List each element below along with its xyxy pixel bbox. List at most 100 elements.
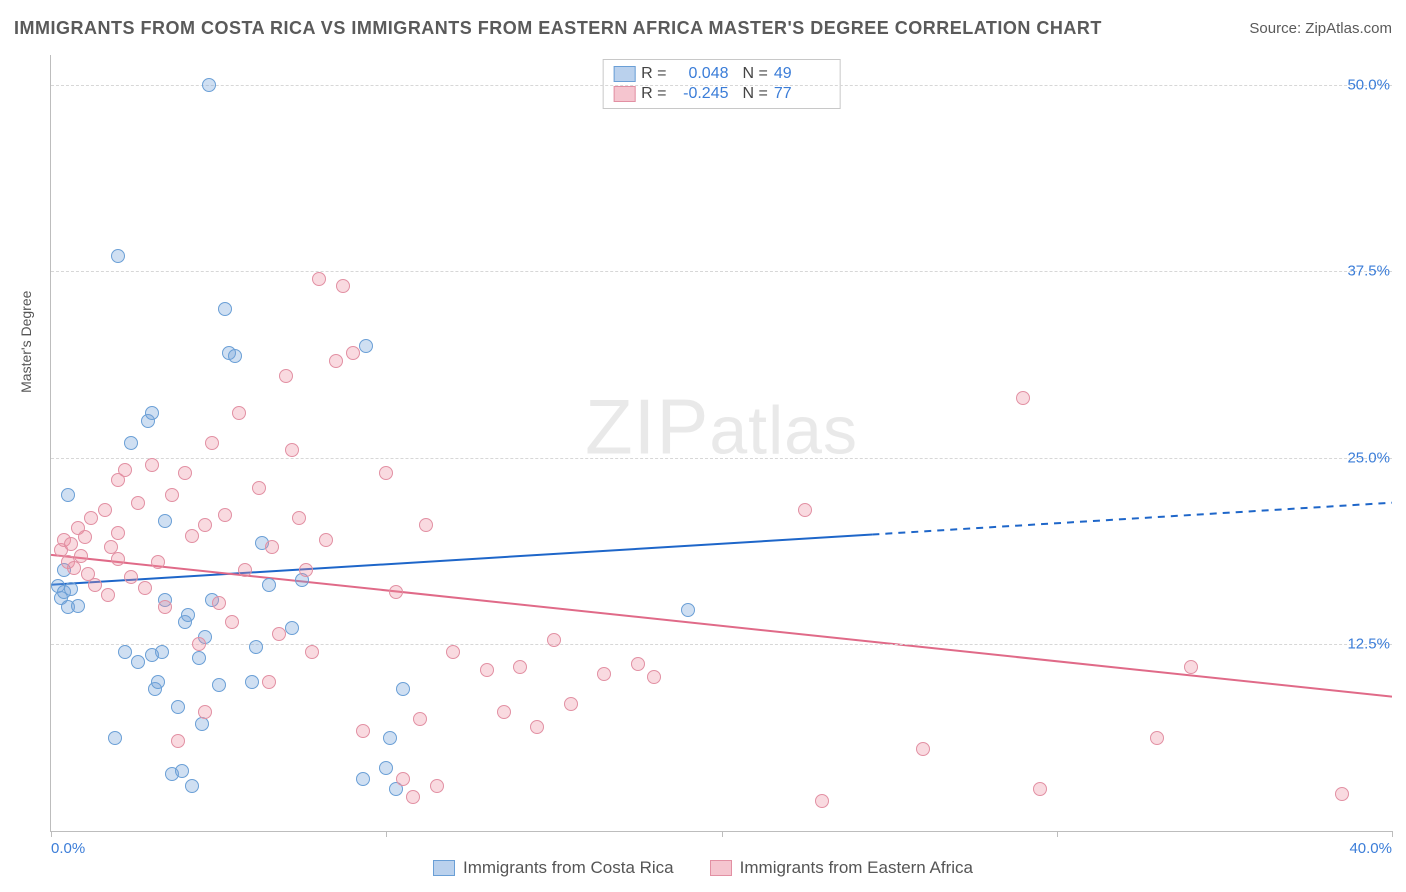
data-point-eastern_africa [212,596,226,610]
data-point-costa_rica [111,249,125,263]
x-tick-mark [722,831,723,837]
data-point-eastern_africa [329,354,343,368]
data-point-eastern_africa [480,663,494,677]
legend-label: Immigrants from Eastern Africa [740,858,973,878]
data-point-eastern_africa [336,279,350,293]
data-point-costa_rica [131,655,145,669]
data-point-eastern_africa [238,563,252,577]
data-point-costa_rica [124,436,138,450]
data-point-costa_rica [383,731,397,745]
n-label: N = [743,85,768,103]
plot-area: ZIPatlas R =0.048N =49R =-0.245N =77 12.… [50,55,1392,832]
source-label: Source: ZipAtlas.com [1249,20,1392,37]
data-point-eastern_africa [419,518,433,532]
data-point-costa_rica [218,302,232,316]
data-point-eastern_africa [406,790,420,804]
data-point-eastern_africa [319,533,333,547]
legend-item-eastern_africa: Immigrants from Eastern Africa [710,858,973,878]
data-point-eastern_africa [101,588,115,602]
trendline-costa_rica [51,534,872,584]
data-point-costa_rica [379,761,393,775]
data-point-costa_rica [396,682,410,696]
data-point-eastern_africa [564,697,578,711]
data-point-eastern_africa [145,458,159,472]
data-point-eastern_africa [84,511,98,525]
data-point-costa_rica [158,514,172,528]
data-point-eastern_africa [178,466,192,480]
data-point-eastern_africa [916,742,930,756]
data-point-eastern_africa [279,369,293,383]
data-point-costa_rica [195,717,209,731]
data-point-eastern_africa [151,555,165,569]
trend-lines [51,55,1392,831]
data-point-eastern_africa [530,720,544,734]
data-point-eastern_africa [497,705,511,719]
source-link[interactable]: ZipAtlas.com [1305,20,1392,37]
data-point-eastern_africa [185,529,199,543]
data-point-eastern_africa [111,526,125,540]
n-value: 49 [774,65,830,83]
data-point-costa_rica [202,78,216,92]
data-point-eastern_africa [64,537,78,551]
y-tick-label: 25.0% [1347,449,1394,466]
r-label: R = [641,85,666,103]
data-point-eastern_africa [262,675,276,689]
data-point-eastern_africa [1150,731,1164,745]
legend-swatch-eastern_africa [710,860,732,876]
stats-row-costa_rica: R =0.048N =49 [613,64,830,84]
header-row: IMMIGRANTS FROM COSTA RICA VS IMMIGRANTS… [14,18,1392,39]
data-point-eastern_africa [192,637,206,651]
data-point-eastern_africa [299,563,313,577]
source-prefix: Source: [1249,20,1305,37]
data-point-eastern_africa [597,667,611,681]
data-point-eastern_africa [198,705,212,719]
data-point-eastern_africa [198,518,212,532]
data-point-eastern_africa [413,712,427,726]
data-point-costa_rica [192,651,206,665]
data-point-eastern_africa [124,570,138,584]
data-point-eastern_africa [272,627,286,641]
r-value: 0.048 [673,65,729,83]
data-point-eastern_africa [131,496,145,510]
legend-swatch-costa_rica [433,860,455,876]
data-point-eastern_africa [118,463,132,477]
data-point-costa_rica [151,675,165,689]
data-point-eastern_africa [74,549,88,563]
data-point-costa_rica [285,621,299,635]
data-point-eastern_africa [285,443,299,457]
data-point-eastern_africa [225,615,239,629]
data-point-eastern_africa [389,585,403,599]
data-point-eastern_africa [396,772,410,786]
y-axis-label: Master's Degree [18,290,34,392]
data-point-eastern_africa [232,406,246,420]
data-point-costa_rica [262,578,276,592]
data-point-eastern_africa [104,540,118,554]
data-point-eastern_africa [67,561,81,575]
data-point-costa_rica [145,648,159,662]
data-point-eastern_africa [78,530,92,544]
data-point-costa_rica [228,349,242,363]
data-point-eastern_africa [356,724,370,738]
data-point-costa_rica [118,645,132,659]
data-point-eastern_africa [218,508,232,522]
data-point-eastern_africa [815,794,829,808]
data-point-eastern_africa [379,466,393,480]
x-tick-mark [1392,831,1393,837]
gridline [51,458,1392,459]
legend-swatch-eastern_africa [613,86,635,102]
data-point-costa_rica [245,675,259,689]
data-point-eastern_africa [158,600,172,614]
chart-title: IMMIGRANTS FROM COSTA RICA VS IMMIGRANTS… [14,18,1102,39]
data-point-costa_rica [181,608,195,622]
x-tick-mark [1057,831,1058,837]
y-tick-label: 37.5% [1347,263,1394,280]
data-point-eastern_africa [1016,391,1030,405]
data-point-eastern_africa [1184,660,1198,674]
data-point-eastern_africa [111,552,125,566]
watermark: ZIPatlas [585,382,858,473]
data-point-costa_rica [681,603,695,617]
data-point-eastern_africa [1033,782,1047,796]
data-point-eastern_africa [98,503,112,517]
trendline-dashed-costa_rica [872,503,1392,535]
data-point-costa_rica [249,640,263,654]
